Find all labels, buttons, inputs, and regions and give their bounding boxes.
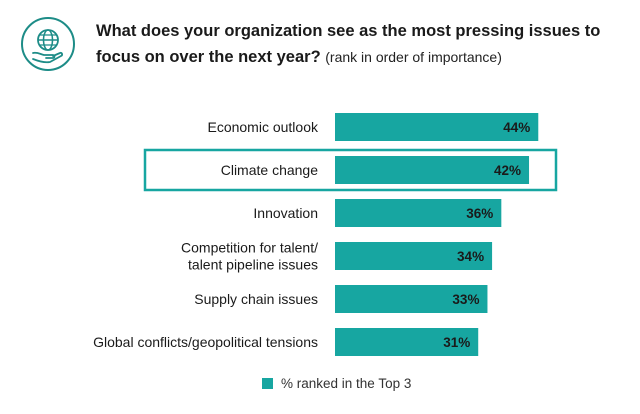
- data-label-2: 36%: [466, 206, 493, 221]
- bar-4: [335, 285, 488, 313]
- legend-label: % ranked in the Top 3: [281, 376, 412, 391]
- bar-1: [335, 156, 530, 184]
- bar-5: [335, 328, 479, 356]
- data-label-4: 33%: [452, 292, 479, 307]
- bar-2: [335, 199, 502, 227]
- data-label-1: 42%: [494, 163, 521, 178]
- bar-0: [335, 113, 539, 141]
- highlight-box: [143, 148, 558, 192]
- chart-title: What does your organization see as the m…: [96, 18, 626, 70]
- bar-3: [335, 242, 493, 270]
- category-label-1: Climate change: [221, 162, 318, 178]
- category-label-0: Economic outlook: [207, 119, 319, 135]
- category-label-3-0: Competition for talent/: [181, 240, 318, 256]
- category-label-2: Innovation: [253, 205, 318, 221]
- legend-swatch: [262, 378, 273, 389]
- category-label-4: Supply chain issues: [194, 291, 318, 307]
- title-subtitle: (rank in order of importance): [325, 49, 502, 65]
- data-label-0: 44%: [503, 120, 530, 135]
- title-text: What does your organization see as the m…: [96, 22, 601, 66]
- data-label-5: 31%: [443, 335, 470, 350]
- category-label-3-1: talent pipeline issues: [188, 257, 318, 273]
- data-label-3: 34%: [457, 249, 484, 264]
- legend: % ranked in the Top 3: [262, 376, 411, 391]
- globe-in-hand-icon: [20, 16, 76, 72]
- category-label-5: Global conflicts/geopolitical tensions: [93, 334, 318, 350]
